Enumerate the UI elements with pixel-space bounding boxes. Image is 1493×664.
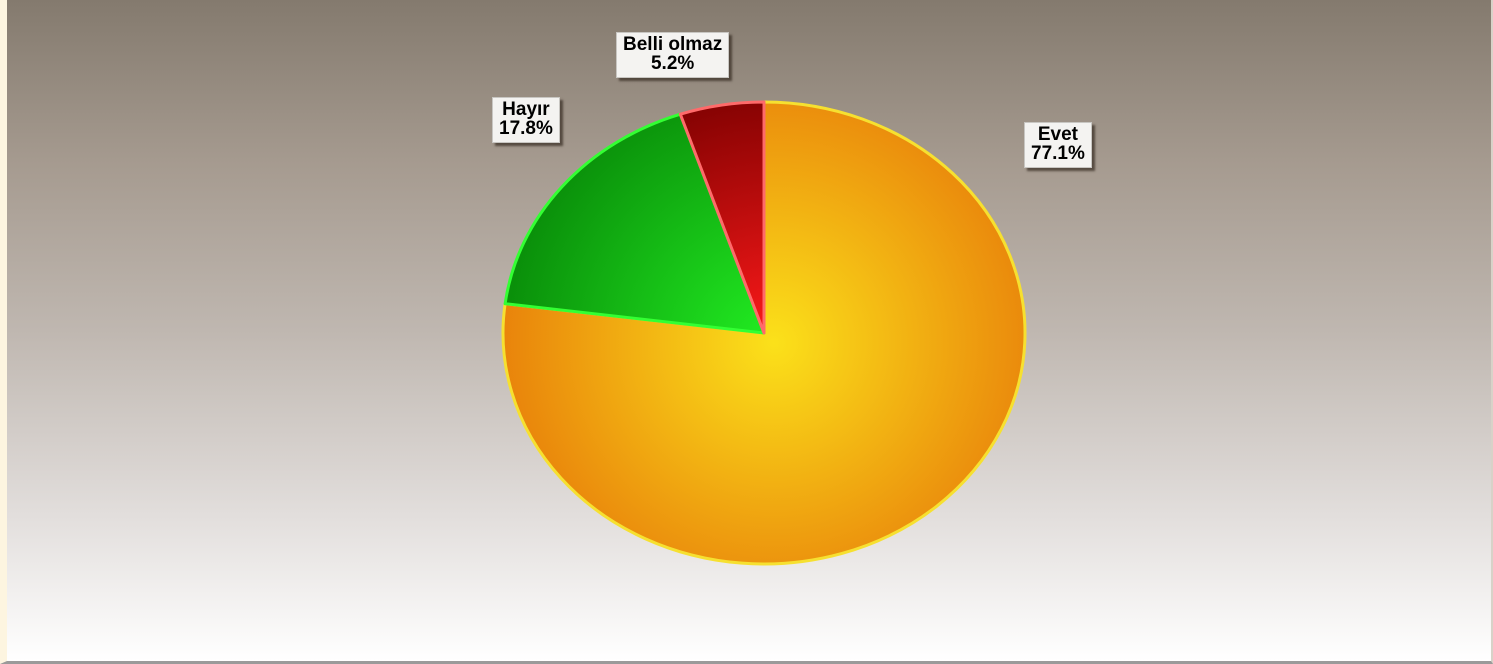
pie-slices (501, 100, 1027, 566)
slice-label-hayir: Hayır 17.8% (492, 97, 560, 143)
slice-label-value: 5.2% (650, 53, 695, 74)
pie-chart (501, 100, 1027, 566)
slice-label-name: Evet (1037, 124, 1078, 145)
slice-label-name: Belli olmaz (623, 34, 723, 55)
slice-label-name: Hayır (502, 99, 550, 120)
pie-slice-belli-olmaz (678, 100, 766, 335)
slice-label-evet: Evet 77.1% (1024, 122, 1092, 168)
slice-label-value: 77.1% (1031, 143, 1085, 164)
slice-label-value: 17.8% (499, 118, 553, 139)
slice-label-belli-olmaz: Belli olmaz 5.2% (616, 32, 730, 78)
pie-slice-hayır (503, 112, 766, 335)
